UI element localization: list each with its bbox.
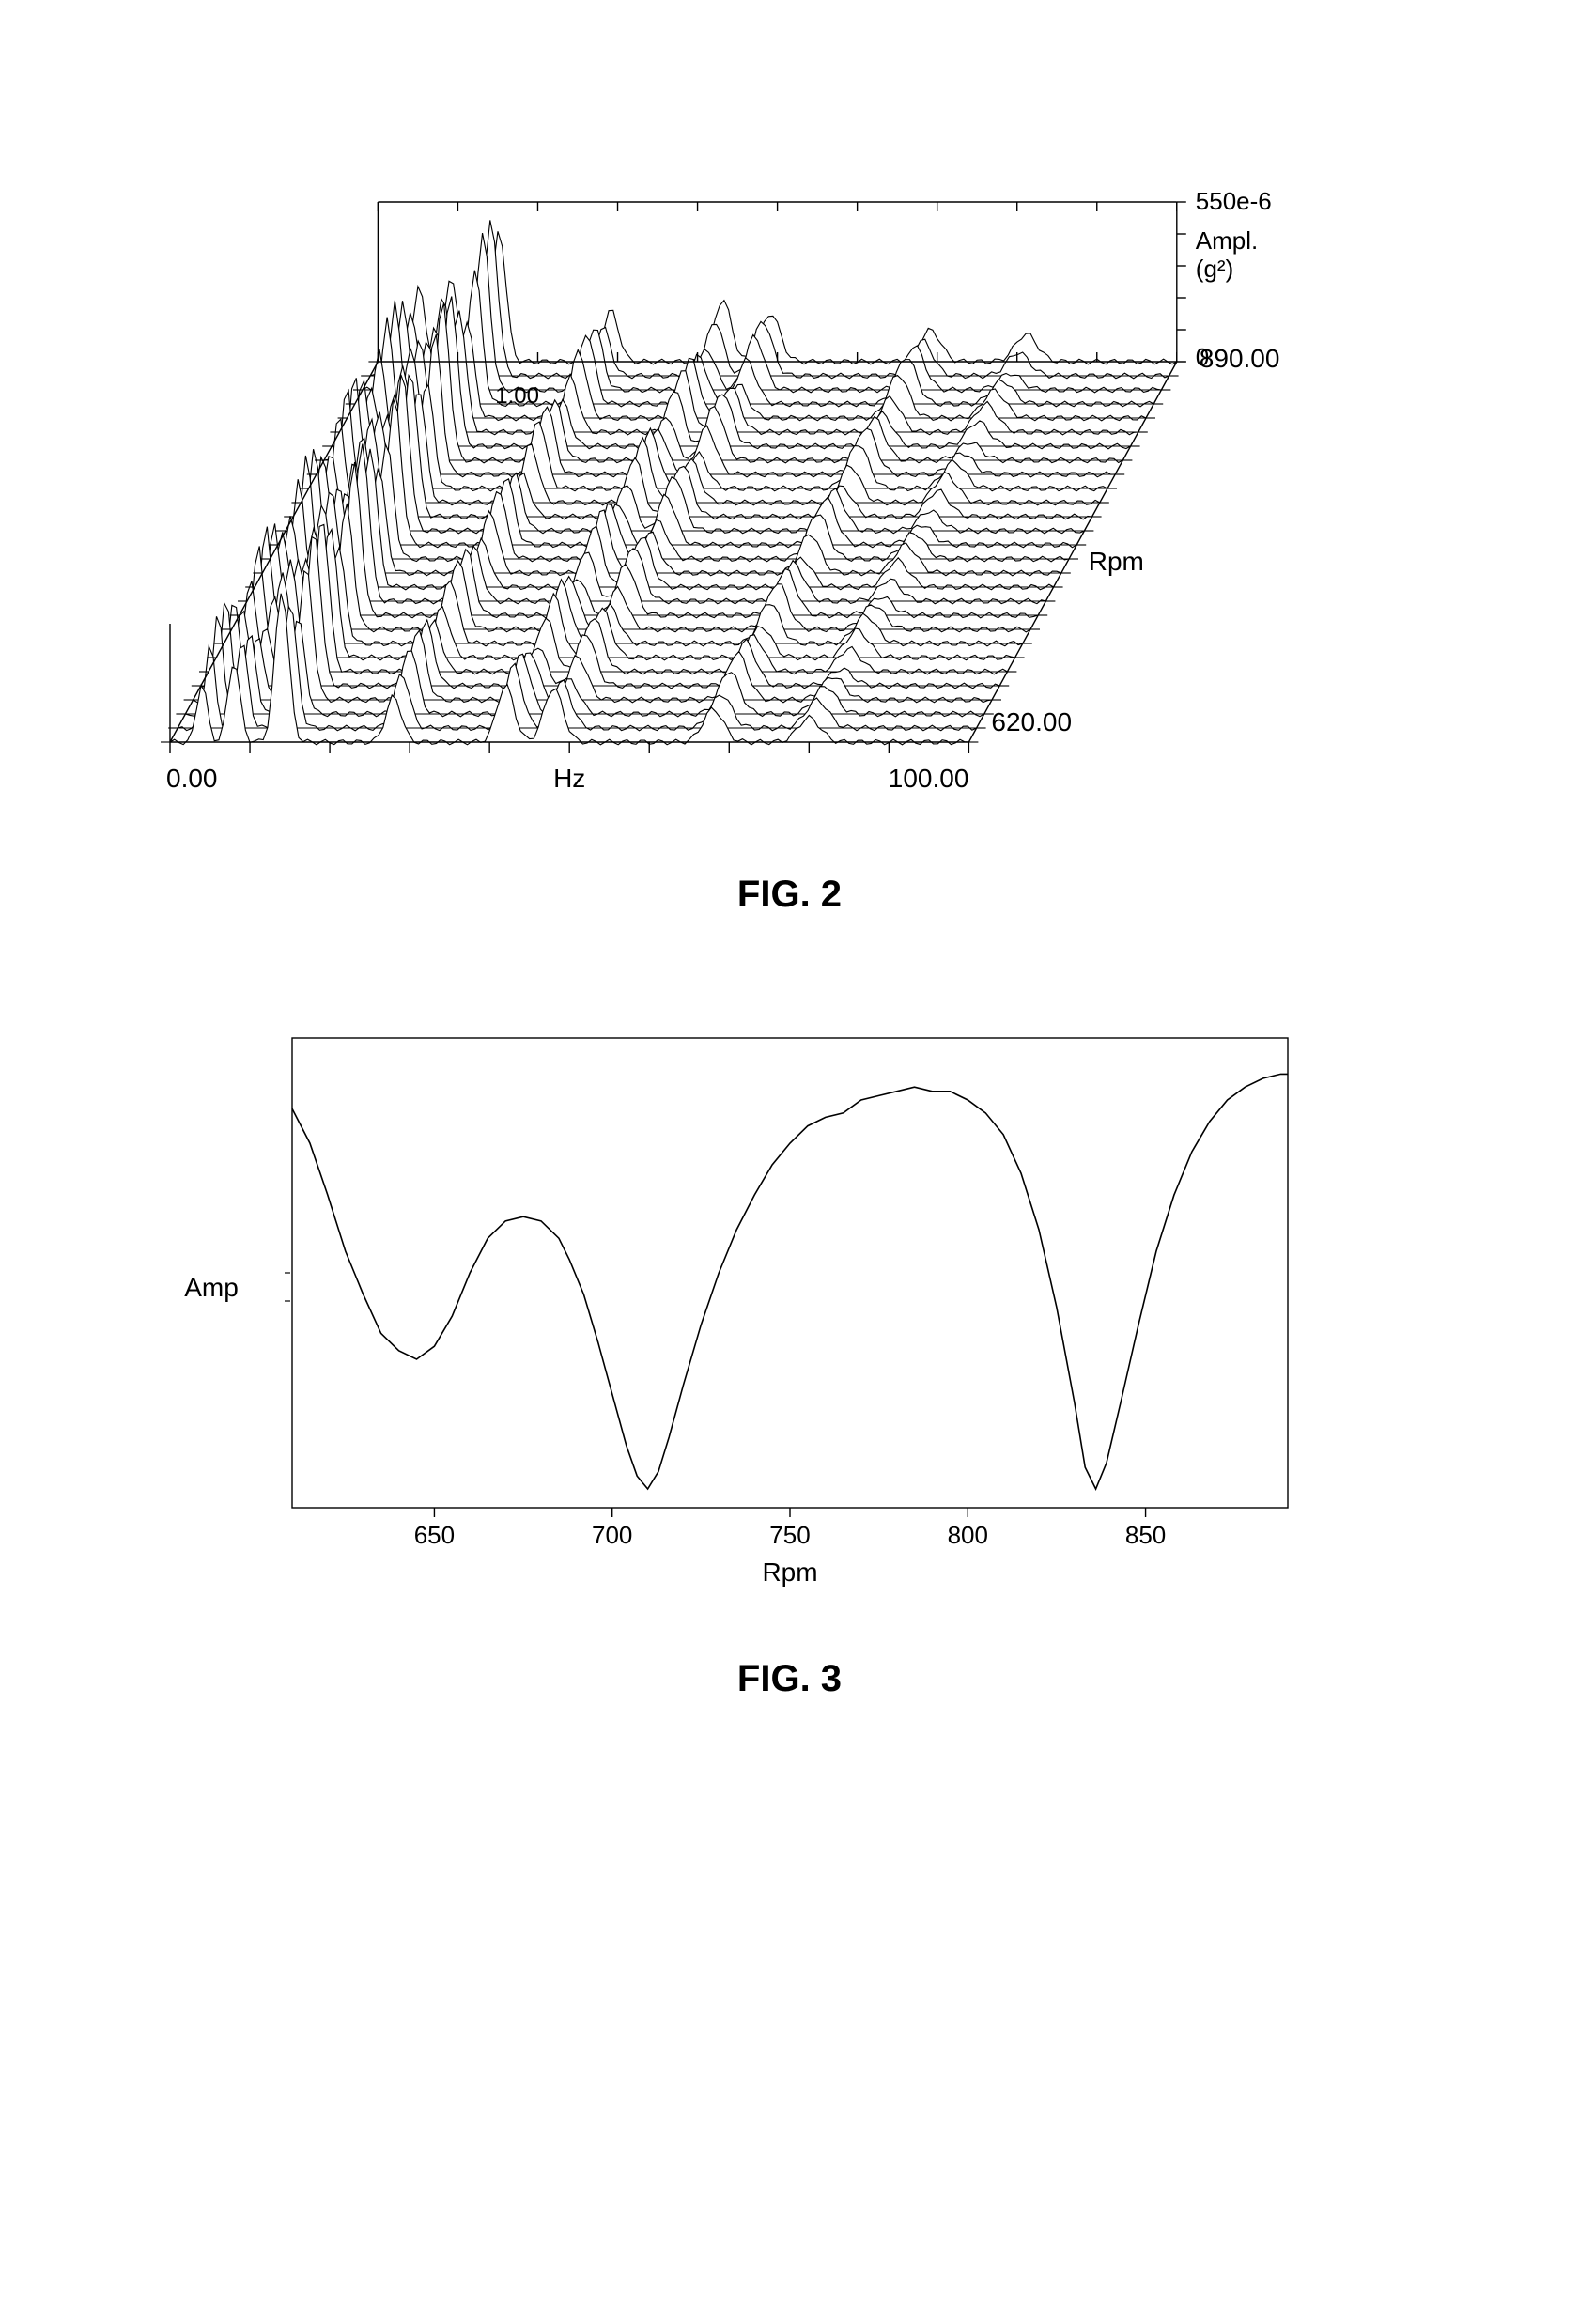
svg-text:550e-6: 550e-6 [1195, 187, 1271, 215]
svg-text:620.00: 620.00 [991, 707, 1072, 736]
svg-text:100.00: 100.00 [888, 764, 968, 793]
svg-text:Hz: Hz [553, 764, 585, 793]
figure-2-plot: 0.00Hz100.00550e-6Ampl.(g²)0890.00Rpm620… [132, 38, 1541, 827]
svg-text:Ampl.: Ampl. [1195, 226, 1257, 255]
figure-2-caption: FIG. 2 [39, 874, 1541, 916]
line-plot-svg: 650 700 750 800 850 Rpm Amp [151, 1029, 1372, 1611]
svg-text:700: 700 [592, 1521, 632, 1549]
figure-3-plot: 650 700 750 800 850 Rpm Amp [151, 1029, 1541, 1611]
svg-text:Amp: Amp [184, 1273, 239, 1302]
svg-text:1.00: 1.00 [495, 383, 539, 409]
svg-text:650: 650 [413, 1521, 454, 1549]
svg-text:(g²): (g²) [1195, 255, 1232, 283]
svg-text:0.00: 0.00 [166, 764, 218, 793]
figure-2-block: 0.00Hz100.00550e-6Ampl.(g²)0890.00Rpm620… [39, 38, 1541, 916]
svg-text:Rpm: Rpm [762, 1557, 817, 1587]
figure-3-block: 650 700 750 800 850 Rpm Amp FIG. 3 [39, 1029, 1541, 1700]
svg-text:Rpm: Rpm [1088, 547, 1143, 576]
figure-3-caption: FIG. 3 [39, 1658, 1541, 1700]
svg-text:800: 800 [947, 1521, 987, 1549]
waterfall-plot-svg: 0.00Hz100.00550e-6Ampl.(g²)0890.00Rpm620… [132, 38, 1447, 827]
svg-text:750: 750 [769, 1521, 810, 1549]
svg-text:890.00: 890.00 [1199, 344, 1279, 373]
svg-text:850: 850 [1124, 1521, 1165, 1549]
